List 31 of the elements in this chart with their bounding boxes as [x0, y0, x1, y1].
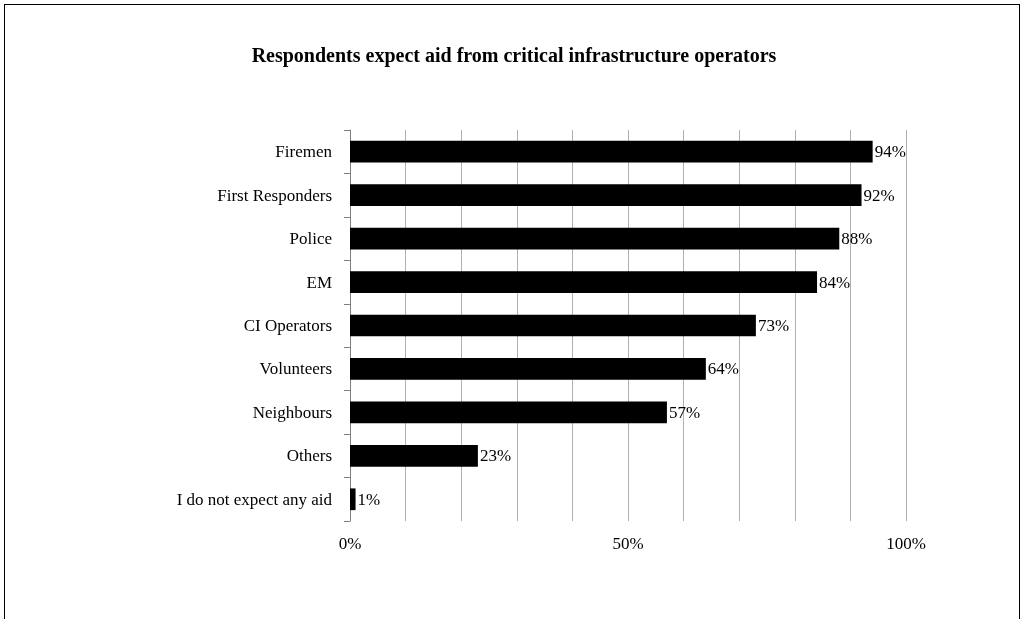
x-tick-label: 100% [886, 534, 926, 553]
bar [350, 314, 756, 337]
data-label: 94% [874, 142, 906, 162]
chart-title: Respondents expect aid from critical infrastructure operators [251, 44, 777, 67]
data-label: 64% [707, 359, 740, 379]
bar [350, 358, 706, 380]
y-tick-label: Volunteers [259, 359, 332, 379]
data-label: 84% [819, 272, 851, 292]
y-tick-label: Firemen [275, 142, 333, 162]
data-label: 73% [757, 316, 790, 335]
data-label: 92% [863, 185, 895, 205]
y-tick-label: CI Operators [243, 316, 332, 335]
bar [350, 184, 862, 207]
bar [350, 227, 840, 250]
bar [350, 488, 356, 511]
x-tick-label: 50% [612, 534, 644, 553]
y-tick-label: Others [286, 446, 332, 466]
y-tick-label: EM [306, 272, 332, 292]
data-label: 1% [357, 489, 381, 509]
bar [350, 271, 818, 293]
bar [350, 401, 667, 424]
y-tick-label: First Responders [217, 185, 332, 205]
data-label: 57% [668, 402, 701, 422]
y-tick-label: Neighbours [252, 402, 332, 422]
y-tick-label: Police [289, 229, 332, 249]
data-label: 23% [479, 446, 512, 466]
bar [350, 140, 873, 163]
x-tick-label: 0% [338, 534, 362, 553]
y-tick-label: I do not expect any aid [176, 489, 333, 509]
data-label: 88% [841, 229, 873, 249]
bar [350, 444, 478, 467]
